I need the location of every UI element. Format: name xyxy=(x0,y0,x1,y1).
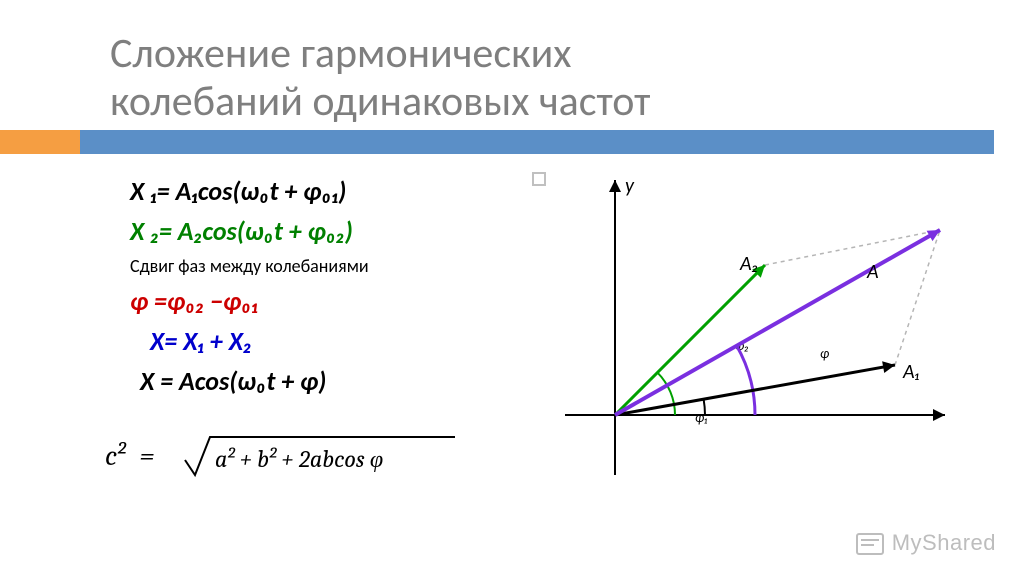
accent-blue xyxy=(80,130,994,154)
slide-title: Сложение гармонических колебаний одинако… xyxy=(110,30,650,127)
eq-x1: X ₁= A₁cos(ω₀t + φ₀₁) xyxy=(130,175,510,207)
amplitude-formula: c² = a² + b² + 2abcos φ xyxy=(105,425,485,490)
svg-text:A₂: A₂ xyxy=(739,252,758,276)
header-accent-bar xyxy=(0,130,1024,154)
title-line-2: колебаний одинаковых частот xyxy=(110,76,650,127)
svg-text:A: A xyxy=(866,260,879,284)
formula-under-root: a² + b² + 2abcos φ xyxy=(215,445,383,473)
watermark-icon xyxy=(856,533,884,555)
eq-x2: X ₂= A₂cos(ω₀t + φ₀₂) xyxy=(130,215,510,247)
eq-dphi: φ =φ₀₂ −φ₀₁ xyxy=(130,285,510,317)
accent-orange xyxy=(0,130,80,154)
phasor-diagram: yφ₁φ₂φA₁A₂A xyxy=(545,170,965,490)
svg-text:y: y xyxy=(625,174,635,198)
eq-sum: X= X₁ + X₂ xyxy=(150,325,510,357)
eq-phase-note: Сдвиг фаз между колебаниями xyxy=(130,255,510,277)
equations-block: X ₁= A₁cos(ω₀t + φ₀₁) X ₂= A₂cos(ω₀t + φ… xyxy=(130,175,510,405)
svg-text:φ₁: φ₁ xyxy=(695,409,708,426)
watermark-text: MyShared xyxy=(892,530,996,555)
title-line-1: Сложение гармонических xyxy=(110,28,571,79)
bullet-icon xyxy=(532,172,546,186)
svg-text:A₁: A₁ xyxy=(902,360,920,384)
svg-text:c² =: c² = xyxy=(105,440,154,472)
formula-lhs: c² xyxy=(105,440,127,472)
eq-result: X = Acos(ω₀t + φ) xyxy=(140,365,510,397)
svg-text:φ: φ xyxy=(820,345,829,362)
watermark: MyShared xyxy=(856,530,996,556)
